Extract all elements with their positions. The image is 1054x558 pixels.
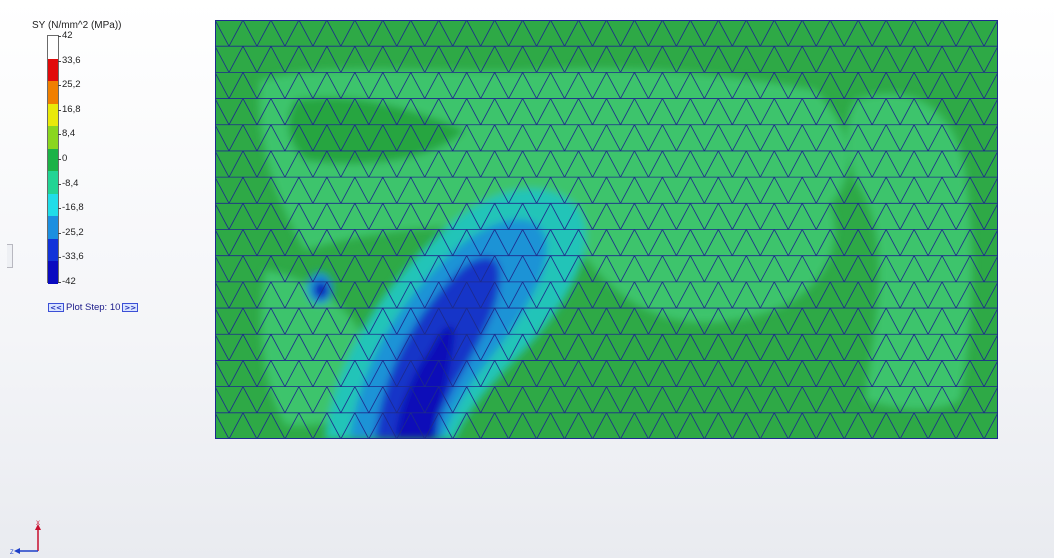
stress-legend: SY (N/mm^2 (MPa)) 42 33,6 25,2 16,8 8,4 0 -8,4… xyxy=(32,20,182,313)
legend-tick-label: 42 xyxy=(62,30,73,41)
legend-tick-mark xyxy=(58,109,61,111)
z-axis-label: Z xyxy=(10,550,14,556)
contour-deep-blue xyxy=(395,326,455,439)
legend-tick-label: -16,8 xyxy=(62,202,84,214)
mesh-lines xyxy=(215,20,998,439)
legend-swatch xyxy=(48,103,58,127)
legend-tick-mark xyxy=(58,232,61,234)
field-darker-patch xyxy=(288,97,465,164)
legend-swatch xyxy=(48,148,58,172)
legend-tick-label: -25,2 xyxy=(62,226,84,238)
z-axis-arrowhead xyxy=(14,548,20,554)
plot-step-label: Plot Step: 10 xyxy=(66,302,121,313)
legend-tick-mark xyxy=(58,282,61,283)
legend-tick-mark xyxy=(58,257,61,259)
side-panel-toggle[interactable] xyxy=(7,244,13,268)
legend-swatch xyxy=(48,171,58,195)
axis-triad: X Z xyxy=(10,521,41,556)
legend-tick-mark xyxy=(58,85,61,87)
legend-tick-mark xyxy=(58,208,61,210)
plot-step-prev-button[interactable]: << xyxy=(48,303,64,312)
legend-tick-label: 16,8 xyxy=(62,103,81,115)
legend-swatch xyxy=(48,81,58,105)
legend-swatch xyxy=(48,261,58,285)
field-lighter-center xyxy=(545,151,835,323)
field-lighter-right xyxy=(847,93,972,410)
legend-swatch xyxy=(48,193,58,217)
legend-tick-label: 8,4 xyxy=(62,128,76,140)
legend-tick-mark xyxy=(58,159,61,160)
legend-tick-label: -8,4 xyxy=(62,177,79,189)
legend-swatch xyxy=(48,36,58,60)
plot-step-control: << Plot Step: 10 >> xyxy=(48,302,139,313)
legend-tick-label: -33,6 xyxy=(62,251,84,263)
legend-swatch xyxy=(48,126,58,150)
plot-border xyxy=(215,20,998,439)
legend-tick-mark xyxy=(58,60,61,62)
stress-plot[interactable] xyxy=(215,20,998,439)
legend-tick-mark xyxy=(58,134,61,136)
legend-tick-label: -42 xyxy=(62,276,76,287)
legend-swatch xyxy=(48,58,58,82)
x-axis-label: X xyxy=(36,521,40,527)
legend-tick-mark xyxy=(58,36,61,37)
legend-swatch xyxy=(48,216,58,240)
legend-title: SY (N/mm^2 (MPa)) xyxy=(32,20,122,31)
legend-swatch xyxy=(48,238,58,262)
legend-tick-label: 25,2 xyxy=(62,79,81,91)
legend-scale: 42 33,6 25,2 16,8 8,4 0 -8,4 -16,8 -25,2 -33,6 -42 xyxy=(32,30,182,287)
x-axis-arrowhead xyxy=(35,524,41,530)
legend-tick-mark xyxy=(58,183,61,185)
legend-tick-label: 33,6 xyxy=(62,54,81,66)
legend-tick-label: 0 xyxy=(62,153,68,164)
mesh-grid xyxy=(215,20,998,439)
plot-step-next-button[interactable]: >> xyxy=(122,303,139,312)
